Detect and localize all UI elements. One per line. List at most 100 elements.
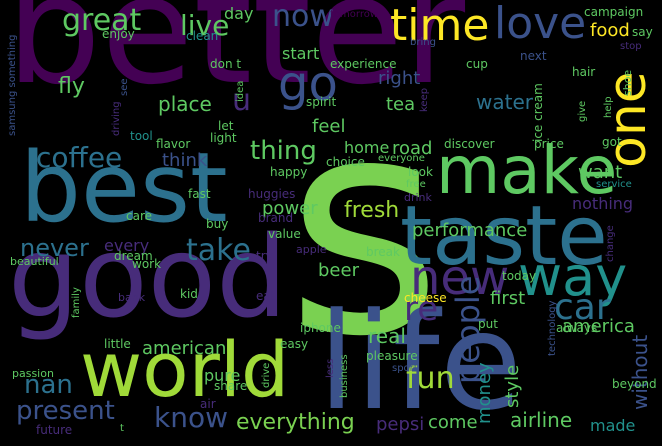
- word-eat: eat: [256, 289, 276, 303]
- word-beyond: beyond: [612, 377, 657, 391]
- word-money: money: [474, 362, 495, 424]
- word-next: next: [520, 49, 547, 63]
- word-price: price: [534, 137, 564, 151]
- word-clean: clean: [186, 29, 219, 43]
- word-drive: drive: [261, 362, 272, 388]
- word-thing: thing: [250, 136, 317, 166]
- word-without: without: [628, 334, 652, 410]
- word-enjoy: enjoy: [102, 27, 135, 41]
- word-pepsi: pepsi: [376, 414, 425, 435]
- word-feel: feel: [312, 116, 346, 137]
- word-t: t: [120, 423, 124, 434]
- word-right: right: [378, 68, 421, 89]
- word-best: best: [20, 132, 228, 244]
- word-new: new: [410, 250, 510, 306]
- word-go: go: [278, 56, 338, 112]
- word-service: service: [596, 179, 632, 190]
- word-hair: hair: [572, 65, 596, 79]
- word-say: say: [632, 25, 653, 39]
- word-sport: sport: [392, 363, 418, 374]
- word-love: love: [494, 0, 587, 49]
- word-future: future: [36, 423, 73, 437]
- word-got: got: [602, 135, 622, 149]
- word-change: change: [605, 225, 616, 262]
- word-dream: dream: [114, 249, 153, 263]
- word-put: put: [478, 317, 498, 331]
- word-place: place: [158, 92, 212, 116]
- word-driving: driving: [111, 101, 122, 136]
- word-keep: keep: [419, 87, 430, 112]
- word-don-t: don t: [210, 57, 242, 71]
- word-kid: kid: [180, 287, 198, 301]
- word-world: world: [80, 325, 290, 414]
- word-taste: taste: [400, 189, 608, 284]
- word-life: life: [318, 284, 523, 440]
- word-spirit: spirit: [306, 95, 337, 109]
- word-samsung-something: samsung something: [7, 34, 18, 136]
- word-ice-cream: ice cream: [531, 83, 545, 142]
- word-make: make: [436, 132, 618, 209]
- word-discover: discover: [444, 137, 495, 151]
- word-american: american: [142, 338, 227, 359]
- word-nothing: nothing: [572, 194, 634, 213]
- word-airline: airline: [510, 408, 573, 432]
- word-every: every: [104, 236, 150, 255]
- word-re: re: [404, 289, 439, 329]
- word-less: less: [325, 358, 336, 378]
- word-brand: brand: [258, 211, 294, 225]
- word-present: present: [16, 396, 115, 426]
- word-experience: experience: [330, 57, 397, 71]
- word-happy: happy: [270, 165, 308, 179]
- word-fast: fast: [188, 187, 211, 201]
- word-first: first: [490, 288, 526, 309]
- word-iphone: iphone: [300, 321, 341, 335]
- word-time: time: [390, 0, 490, 51]
- word-water: water: [476, 90, 533, 114]
- word-share: share: [214, 379, 248, 393]
- word-power: power: [262, 198, 318, 219]
- word-today: today: [502, 269, 537, 283]
- word-performance: performance: [412, 220, 528, 241]
- word-idea: idea: [235, 80, 246, 102]
- word-know: know: [154, 401, 228, 434]
- word-help: help: [603, 96, 614, 118]
- word-care: care: [126, 209, 153, 223]
- word-great: great: [62, 3, 142, 38]
- word-day: day: [224, 4, 254, 23]
- word-see: see: [119, 78, 130, 96]
- word-passion: passion: [12, 367, 54, 380]
- word-start: start: [282, 44, 320, 63]
- word-business: business: [339, 354, 350, 398]
- word-fun: fun: [406, 361, 455, 396]
- word-think: think: [162, 150, 208, 171]
- word-america: america: [562, 316, 635, 337]
- word-beer: beer: [318, 260, 359, 281]
- word-everyone: everyone: [378, 153, 425, 164]
- word-apple: apple: [296, 243, 327, 256]
- word-flavor: flavor: [156, 137, 191, 151]
- word-live: live: [180, 9, 230, 42]
- word-cup: cup: [466, 57, 488, 71]
- word-give: give: [577, 100, 588, 122]
- word-nan: nan: [24, 370, 73, 400]
- word-tea: tea: [386, 94, 416, 115]
- word-style: style: [502, 364, 523, 408]
- word-fly: fly: [58, 74, 85, 99]
- word-food: food: [590, 20, 630, 41]
- word-always: always: [556, 321, 598, 335]
- word-pure: pure: [204, 366, 241, 385]
- word-better: better: [6, 0, 466, 118]
- word-family: family: [71, 287, 82, 318]
- word-pleasure: pleasure: [366, 349, 418, 363]
- word-now: now: [272, 0, 334, 34]
- word-take: take: [186, 233, 251, 268]
- word-break: break: [366, 245, 400, 259]
- word-look: look: [408, 165, 433, 179]
- word-value: value: [268, 227, 301, 241]
- word-good: good: [8, 213, 288, 343]
- word-fresh: fresh: [344, 198, 400, 223]
- word-let: let: [218, 119, 234, 133]
- word-free: free: [406, 179, 426, 190]
- word-home: home: [344, 138, 390, 157]
- word-bring: bring: [410, 37, 436, 48]
